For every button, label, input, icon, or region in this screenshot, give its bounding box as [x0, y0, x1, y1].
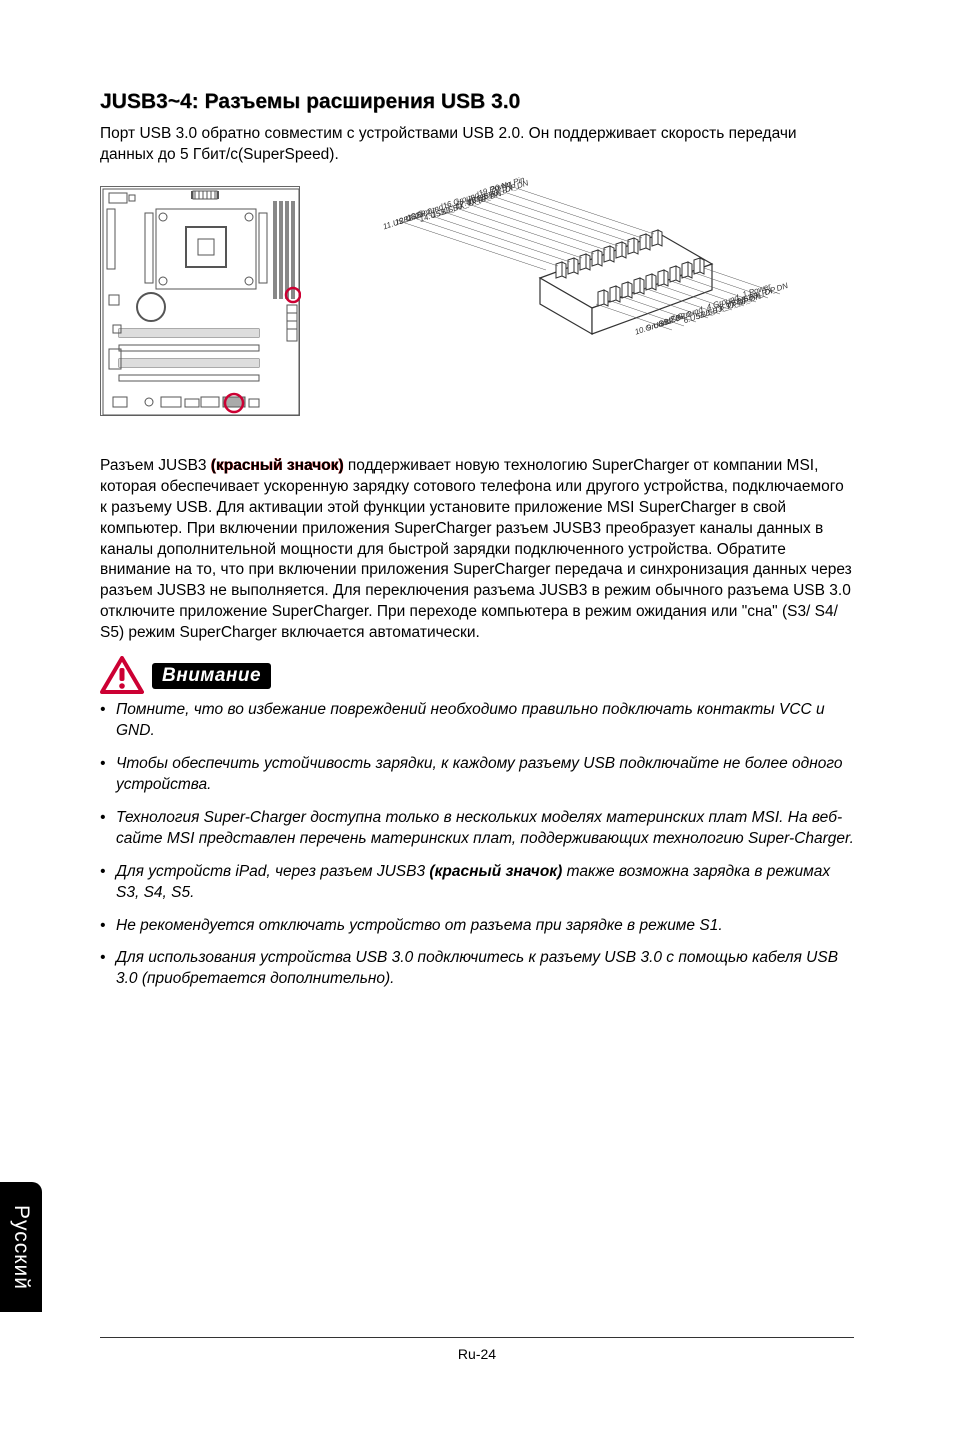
attention-label: Внимание: [152, 663, 271, 689]
warning-icon: [100, 656, 144, 696]
notes-list: Помните, что во избежание повреждений не…: [100, 700, 854, 990]
page-footer: Ru-24: [100, 1337, 854, 1362]
intro-text: Порт USB 3.0 обратно совместим с устройс…: [100, 124, 854, 166]
note-item: Чтобы обеспечить устойчивость зарядки, к…: [100, 754, 854, 796]
red-marker-text: (красный значок): [429, 863, 562, 880]
page-number: Ru-24: [458, 1346, 496, 1362]
attention-header: Внимание: [100, 656, 854, 696]
note-item: Для использования устройства USB 3.0 под…: [100, 948, 854, 990]
pinout-diagram: 20.No Pin 19.Power 18.USB3_RX_DN 17.USB3…: [330, 186, 810, 406]
diagram-row: 20.No Pin 19.Power 18.USB3_RX_DN 17.USB3…: [100, 186, 854, 416]
note-item: Помните, что во избежание повреждений не…: [100, 700, 854, 742]
note-item: Технология Super-Charger доступна только…: [100, 808, 854, 850]
body-paragraph: Разъем JUSB3 (красный значок) поддержива…: [100, 456, 854, 644]
section-heading: JUSB3~4: Разъемы расширения USB 3.0: [100, 90, 854, 114]
note-item: Для устройств iPad, через разъем JUSB3 (…: [100, 862, 854, 904]
note-item: Не рекомендуется отключать устройство от…: [100, 916, 854, 937]
language-tab: Русский: [0, 1182, 42, 1312]
red-marker-text: (красный значок): [211, 457, 344, 474]
motherboard-diagram: [100, 186, 300, 416]
